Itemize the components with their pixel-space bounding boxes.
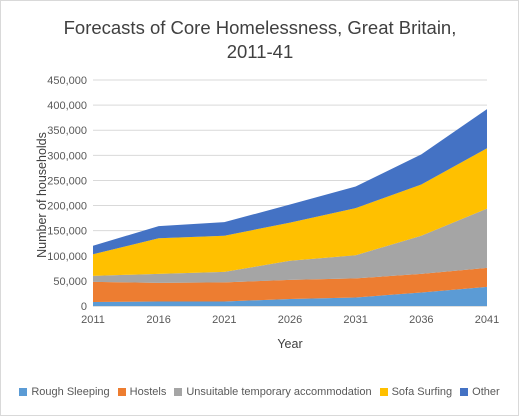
y-tick-label: 400,000 <box>47 100 87 112</box>
chart-legend: Rough Sleeping Hostels Unsuitable temporar… <box>0 386 519 398</box>
x-tick-label: 2016 <box>146 314 170 326</box>
area-unsuitable-temporary-accommodation <box>93 208 487 283</box>
legend-swatch <box>379 388 388 396</box>
legend-swatch <box>117 388 126 396</box>
y-tick-label: 0 <box>81 301 87 313</box>
x-tick-label: 2026 <box>278 314 302 326</box>
area-hostels <box>93 267 487 302</box>
legend-swatch <box>19 388 28 396</box>
legend-swatch <box>460 388 469 396</box>
y-tick-label: 150,000 <box>47 226 87 238</box>
chart-title-line-1: Forecasts of Core Homelessness, Great Br… <box>63 17 457 38</box>
y-tick-label: 200,000 <box>47 201 87 213</box>
legend-label: Other <box>472 386 500 398</box>
x-tick-label: 2031 <box>343 314 367 326</box>
legend-item: Rough Sleeping <box>19 386 110 398</box>
legend-item: Unsuitable temporary accommodation <box>174 386 372 398</box>
chart-title-line-2: 2011-41 <box>226 41 294 62</box>
stacked-areas <box>93 109 487 306</box>
y-tick-label: 100,000 <box>47 251 87 263</box>
legend-item: Hostels <box>117 386 167 398</box>
y-tick-label: 300,000 <box>47 150 87 162</box>
legend-swatch <box>174 388 183 396</box>
area-rough-sleeping <box>93 286 487 306</box>
y-axis-tick-labels: 0 50,000 100,000 150,000 200,000 250,000 300,0… <box>47 75 87 313</box>
y-tick-label: 250,000 <box>47 175 87 187</box>
x-tick-label: 2011 <box>81 314 105 326</box>
area-other <box>93 109 487 255</box>
legend-label: Hostels <box>129 386 167 398</box>
legend-label: Sofa Surfing <box>391 386 453 398</box>
y-tick-label: 350,000 <box>47 125 87 137</box>
y-tick-label: 50,000 <box>53 276 87 288</box>
x-tick-label: 2021 <box>212 314 236 326</box>
x-axis-tick-labels: 2011 2016 2021 2026 2031 2036 2041 <box>81 314 499 326</box>
legend-item: Sofa Surfing <box>379 386 453 398</box>
x-tick-label: 2036 <box>409 314 433 326</box>
x-tick-label: 2041 <box>475 314 499 326</box>
legend-label: Rough Sleeping <box>31 386 110 398</box>
legend-item: Other <box>460 386 500 398</box>
x-axis-label: Year <box>277 337 302 351</box>
y-tick-label: 450,000 <box>47 75 87 87</box>
area-sofa-surfing <box>93 148 487 276</box>
legend-label: Unsuitable temporary accommodation <box>186 386 372 398</box>
y-axis-label: Number of households <box>35 132 49 258</box>
